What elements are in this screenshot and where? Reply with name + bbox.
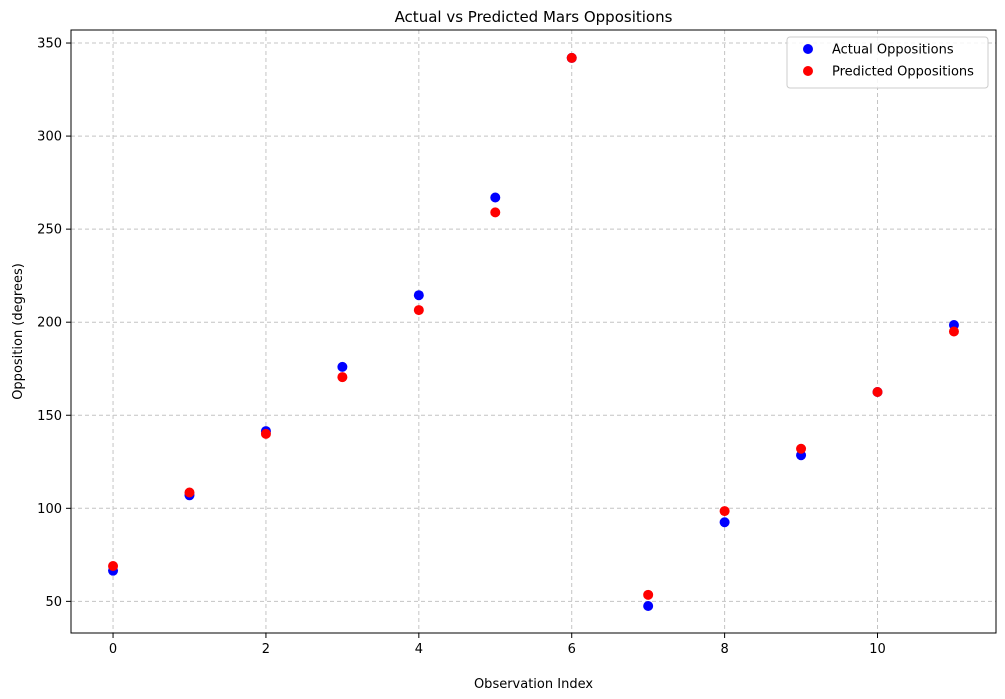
y-tick-label: 250 [37,223,62,238]
legend-marker-predicted [803,66,813,76]
legend: Actual Oppositions Predicted Oppositions [786,36,989,89]
x-tick-label: 2 [262,642,270,657]
legend-marker-actual [803,44,813,54]
x-tick-label: 6 [568,642,576,657]
actual-opposition-point [490,192,501,203]
chart-title: Actual vs Predicted Mars Oppositions [395,8,673,26]
y-tick-label: 100 [37,502,62,517]
points-layer [108,52,959,612]
legend-label-predicted: Predicted Oppositions [832,65,974,80]
x-tick-label: 10 [869,642,886,657]
predicted-opposition-point [490,207,501,218]
x-tick-label: 0 [109,642,117,657]
y-tick-label: 150 [37,409,62,424]
predicted-opposition-point [337,372,348,383]
predicted-opposition-point [872,386,883,397]
actual-opposition-point [413,290,424,301]
y-tick-label: 350 [37,37,62,52]
y-tick-label: 300 [37,130,62,145]
predicted-opposition-point [566,52,577,63]
y-tick-label: 50 [45,595,62,610]
predicted-opposition-point [643,589,654,600]
predicted-opposition-point [413,305,424,316]
predicted-opposition-point [948,326,959,337]
predicted-opposition-point [108,561,119,571]
predicted-opposition-point [719,506,730,517]
predicted-opposition-point [796,443,807,454]
ticks-layer: 0 2 4 6 8 10 50 100 150 200 250 300 350 [37,37,886,657]
legend-box [786,36,989,89]
grid-layer [71,30,996,633]
actual-opposition-point [337,361,348,372]
legend-label-actual: Actual Oppositions [832,43,954,58]
y-axis-title: Opposition (degrees) [11,263,26,400]
plot-frame [70,29,997,634]
actual-opposition-point [719,517,730,528]
x-axis-title: Observation Index [474,677,593,692]
y-tick-label: 200 [37,316,62,331]
predicted-opposition-point [184,487,195,498]
predicted-opposition-point [260,428,271,439]
actual-opposition-point [643,601,654,612]
x-tick-label: 8 [720,642,728,657]
x-tick-label: 4 [415,642,423,657]
